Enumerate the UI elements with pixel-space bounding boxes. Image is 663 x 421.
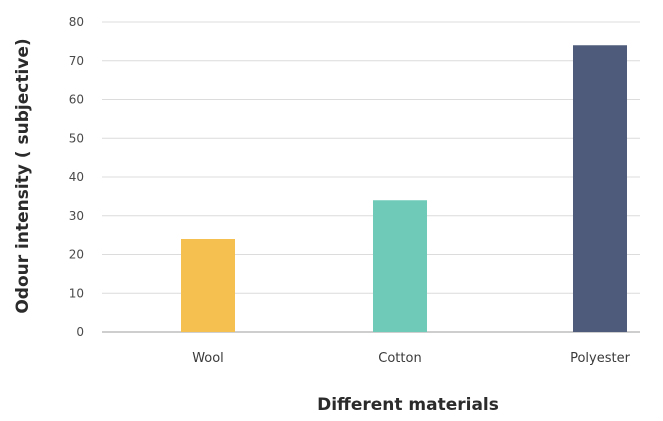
bar-polyester bbox=[573, 45, 627, 332]
x-axis-title: Different materials bbox=[317, 395, 499, 415]
y-tick-label: 30 bbox=[69, 209, 84, 223]
y-tick-label: 60 bbox=[69, 93, 84, 107]
y-tick-label: 50 bbox=[69, 131, 84, 145]
bars bbox=[181, 45, 627, 332]
bar-cotton bbox=[373, 200, 427, 332]
y-tick-label: 70 bbox=[69, 54, 84, 68]
y-tick-label: 20 bbox=[69, 248, 84, 262]
x-axis-ticks: Wool Cotton Polyester bbox=[192, 351, 630, 366]
x-tick-label: Wool bbox=[192, 351, 224, 366]
x-tick-label: Cotton bbox=[378, 351, 421, 366]
y-axis-title: Odour intensity ( subjective) bbox=[13, 38, 33, 313]
x-tick-label: Polyester bbox=[570, 351, 631, 366]
y-tick-label: 10 bbox=[69, 286, 84, 300]
bar-wool bbox=[181, 239, 235, 332]
y-tick-label: 40 bbox=[69, 170, 84, 184]
y-tick-label: 0 bbox=[76, 325, 84, 339]
y-tick-label: 80 bbox=[69, 15, 84, 29]
y-axis-ticks: 0 10 20 30 40 50 60 70 80 bbox=[69, 15, 84, 339]
